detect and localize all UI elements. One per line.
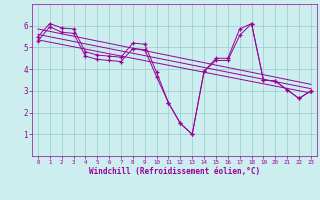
X-axis label: Windchill (Refroidissement éolien,°C): Windchill (Refroidissement éolien,°C) bbox=[89, 167, 260, 176]
